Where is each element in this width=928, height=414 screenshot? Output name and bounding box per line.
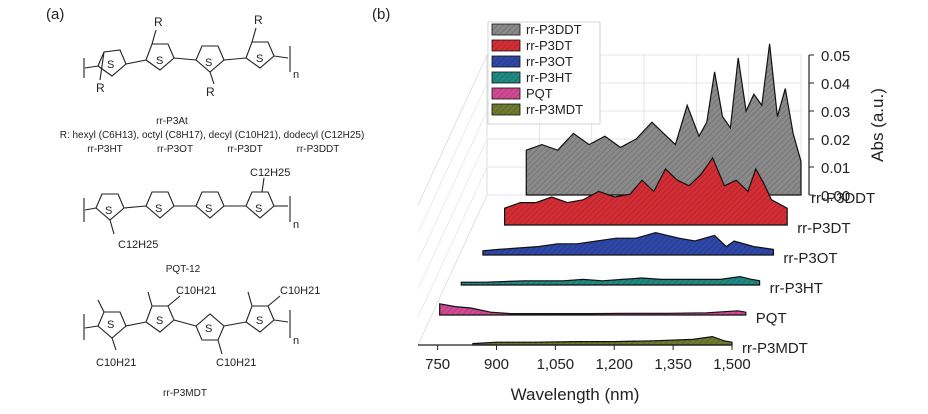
panel-label-a: (a) <box>46 6 65 23</box>
legend-swatch-hatch <box>492 88 520 99</box>
grid-line-depth <box>417 54 488 206</box>
sulfur-7: S <box>205 203 212 215</box>
x-tick-label: 1,350 <box>654 356 692 373</box>
series-label: rr-P3OT <box>783 250 837 267</box>
legend-entry: rr-P3MDT <box>526 102 583 117</box>
legend-entry: PQT <box>526 86 553 101</box>
substituent-r3: R <box>96 81 105 95</box>
series-hatch-rr-p3ot <box>482 232 774 255</box>
legend-swatch-hatch <box>492 40 520 51</box>
x-tick-label: 900 <box>484 356 509 373</box>
legend-entry: rr-P3DT <box>526 38 572 53</box>
series-label: rr-P3MDT <box>742 340 808 357</box>
variant-label: rr-P3OT <box>157 144 193 155</box>
series-rr-p3ht: rr-P3HT <box>460 275 823 297</box>
panel-label-b: (b) <box>372 6 391 23</box>
chart-axes: 750 900 1,050 1,200 1,350 1,500 Wavelength (nm… <box>418 48 887 404</box>
variant-label: rr-P3HT <box>87 144 123 155</box>
series-hatch-rr-p3ddt <box>526 43 801 195</box>
grid-line-depth <box>417 194 488 346</box>
x-axis-title: Wavelength (nm) <box>511 385 640 404</box>
series-hatch-rr-p3mdt <box>472 336 732 345</box>
x-tick-label: 1,200 <box>595 356 633 373</box>
grid-line-depth <box>417 82 488 234</box>
sulfur-10: S <box>156 315 163 327</box>
legend-swatch-hatch <box>492 104 520 115</box>
pqt-side-chain-bottom: C12H25 <box>118 239 158 251</box>
substituent-r1: R <box>154 15 163 29</box>
sulfur-3: S <box>205 57 212 69</box>
grid-line-depth <box>417 110 488 262</box>
p3mdt-name: rr-P3MDT <box>163 388 207 399</box>
sulfur-6: S <box>155 203 162 215</box>
x-tick-label: 1,500 <box>713 356 751 373</box>
z-tick-label: 0.05 <box>821 48 850 65</box>
z-tick-label: 0.04 <box>821 76 850 93</box>
series-label: rr-P3DT <box>797 220 850 237</box>
repeat-index-3: n <box>293 335 299 347</box>
x-tick-label: 1,050 <box>537 356 575 373</box>
pqt-side-chain-top: C12H25 <box>250 167 290 179</box>
x-tick-label: 750 <box>425 356 450 373</box>
substituent-r4: R <box>206 85 215 99</box>
variant-label: rr-P3DT <box>227 144 263 155</box>
repeat-index-1: n <box>293 69 299 81</box>
series-rr-p3ot: rr-P3OT <box>482 231 838 267</box>
legend-swatch-hatch <box>492 24 520 35</box>
sulfur-8: S <box>255 203 262 215</box>
sulfur-11: S <box>205 323 212 335</box>
sulfur-4: S <box>256 53 263 65</box>
series-label: rr-P3DDT <box>811 190 875 207</box>
legend-swatch-hatch <box>492 56 520 67</box>
series-pqt: PQT <box>439 303 787 327</box>
legend-swatch-hatch <box>492 72 520 83</box>
p3at-r-list: R: hexyl (C6H13), octyl (C8H17), decyl (… <box>60 130 364 141</box>
series-rr-p3dt: rr-P3DT <box>504 156 851 237</box>
substituent-r2: R <box>254 13 263 27</box>
legend-entry: rr-P3OT <box>526 54 573 69</box>
sulfur-1: S <box>107 59 114 71</box>
pqt-name: PQT-12 <box>166 264 201 275</box>
series-label: PQT <box>756 310 787 327</box>
sulfur-9: S <box>107 319 114 331</box>
series-rr-p3ddt: rr-P3DDT <box>525 43 875 207</box>
series-hatch-rr-p3dt <box>504 157 788 225</box>
z-tick-label: 0.01 <box>821 160 850 177</box>
p3mdt-side-chain-3: C10H21 <box>96 357 136 369</box>
legend-entry: rr-P3DDT <box>526 22 582 37</box>
p3mdt-side-chain-1: C10H21 <box>176 285 216 297</box>
p3mdt-side-chain-2: C10H21 <box>280 285 320 297</box>
z-tick-label: 0.02 <box>821 132 850 149</box>
legend-entry: rr-P3HT <box>526 70 572 85</box>
z-axis-title: Abs (a.u.) <box>868 88 887 162</box>
series-rr-p3mdt: rr-P3MDT <box>472 335 808 357</box>
repeat-index-2: n <box>293 219 299 231</box>
p3mdt-side-chain-4: C10H21 <box>216 357 256 369</box>
sulfur-2: S <box>156 55 163 67</box>
series-hatch-pqt <box>439 303 746 315</box>
sulfur-5: S <box>105 205 112 217</box>
series-label: rr-P3HT <box>770 280 823 297</box>
waterfall-chart: rr-P3DDTrr-P3DTrr-P3OTrr-P3HTPQTrr-P3MDT… <box>417 21 887 404</box>
series-hatch-rr-p3ht <box>461 276 760 285</box>
grid-line-depth <box>417 166 488 318</box>
p3at-name: rr-P3At <box>156 116 188 127</box>
variant-label: rr-P3DDT <box>297 144 340 155</box>
z-tick-label: 0.00 <box>821 188 850 205</box>
z-tick-label: 0.03 <box>821 104 850 121</box>
sulfur-12: S <box>256 315 263 327</box>
side-wall <box>417 54 488 346</box>
p3at-skeleton <box>83 27 291 355</box>
grid-line-depth <box>417 138 488 290</box>
chemical-structures: R R R R S S S S n rr-P3At R: hexyl (C6H1… <box>60 13 364 399</box>
